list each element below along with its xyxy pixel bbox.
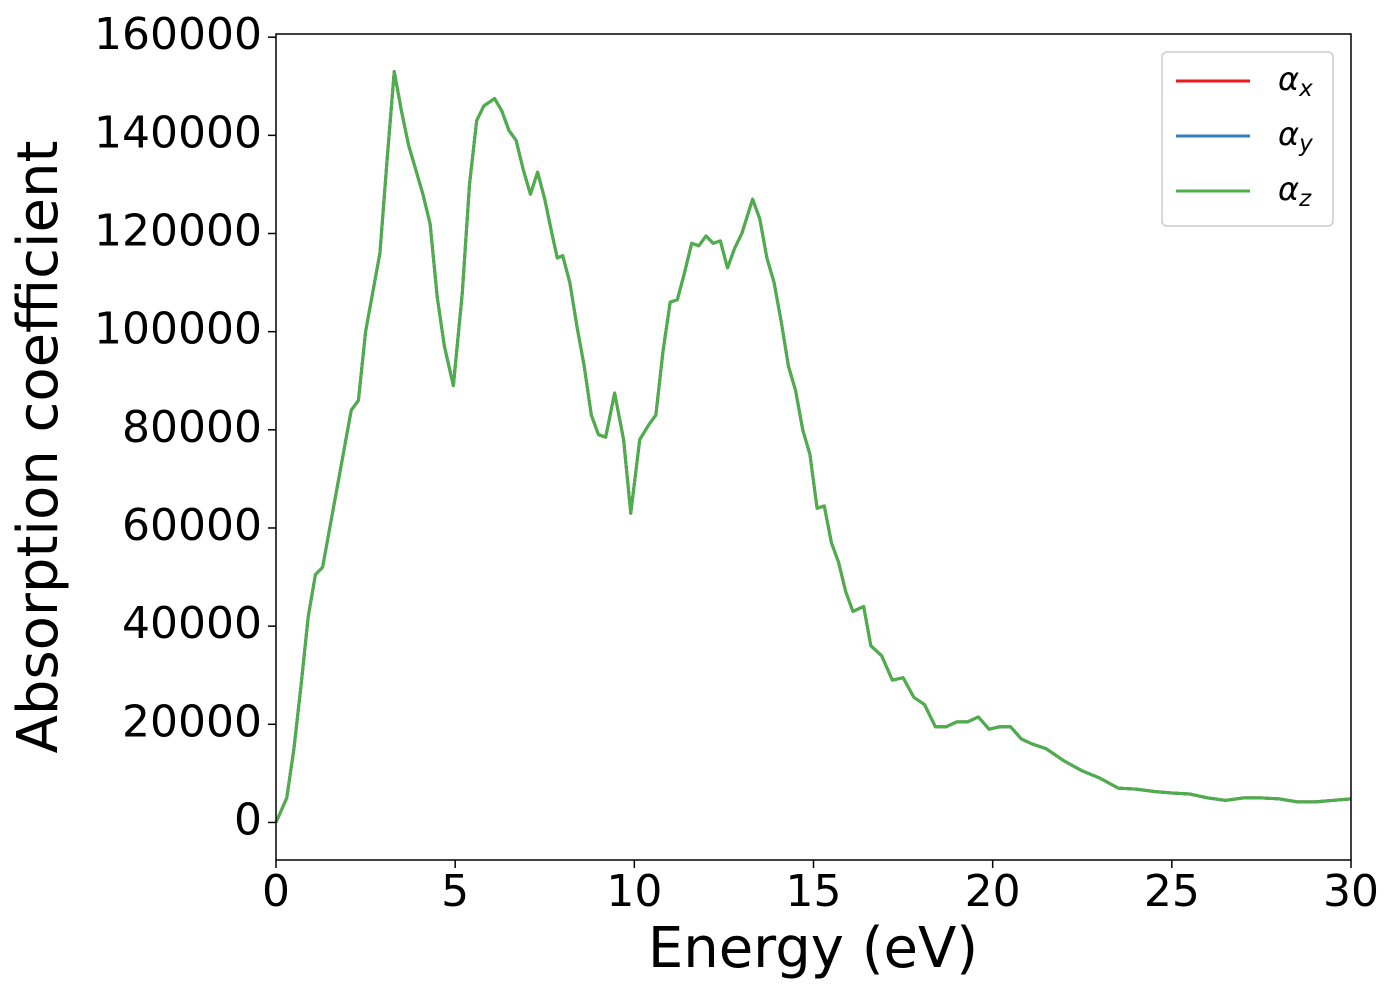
y-tick-label: 100000 — [94, 304, 262, 355]
y-axis-label: Absorption coefficient — [6, 141, 71, 754]
x-tick-label: 25 — [1144, 866, 1200, 917]
y-tick-label: 20000 — [122, 696, 262, 747]
x-tick-label: 20 — [965, 866, 1021, 917]
legend-label: αz — [1278, 170, 1312, 212]
line — [274, 70, 1352, 824]
y-tick-label: 80000 — [122, 402, 262, 453]
x-axis-label: Energy (eV) — [648, 916, 978, 981]
plot-frame — [275, 33, 1352, 861]
x-tick-label: 10 — [606, 866, 662, 917]
y-tick-label: 40000 — [122, 598, 262, 649]
x-tick-label: 0 — [262, 866, 290, 917]
legend-label: αy — [1278, 115, 1313, 157]
y-tick-label: 60000 — [122, 500, 262, 551]
legend-label: αx — [1278, 60, 1313, 102]
y-tick-label: 140000 — [94, 107, 262, 158]
y-tick-label: 0 — [234, 794, 262, 845]
x-tick-label: 30 — [1323, 866, 1379, 917]
legend-box — [1161, 51, 1334, 227]
y-tick-label: 160000 — [94, 9, 262, 60]
x-tick-label: 5 — [441, 866, 469, 917]
y-tick-label: 120000 — [94, 206, 262, 257]
x-tick-label: 15 — [786, 866, 842, 917]
